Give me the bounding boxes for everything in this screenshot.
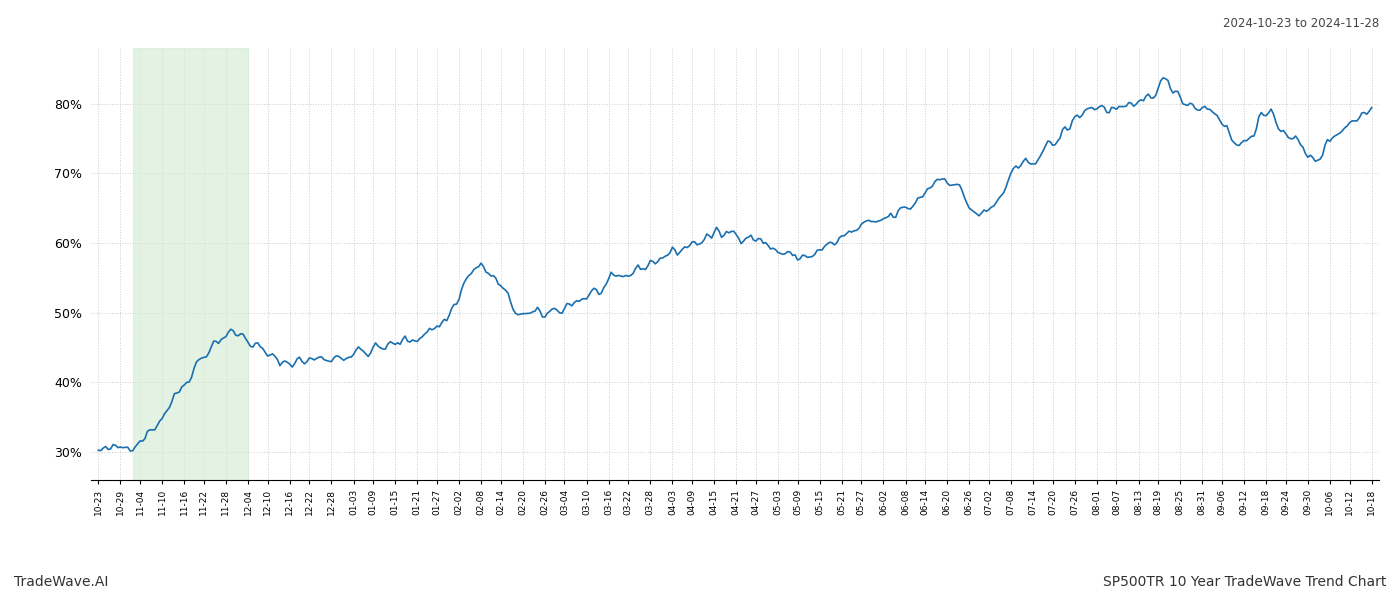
Bar — [133, 48, 248, 480]
Text: TradeWave.AI: TradeWave.AI — [14, 575, 108, 589]
Text: SP500TR 10 Year TradeWave Trend Chart: SP500TR 10 Year TradeWave Trend Chart — [1103, 575, 1386, 589]
Text: 2024-10-23 to 2024-11-28: 2024-10-23 to 2024-11-28 — [1222, 17, 1379, 30]
